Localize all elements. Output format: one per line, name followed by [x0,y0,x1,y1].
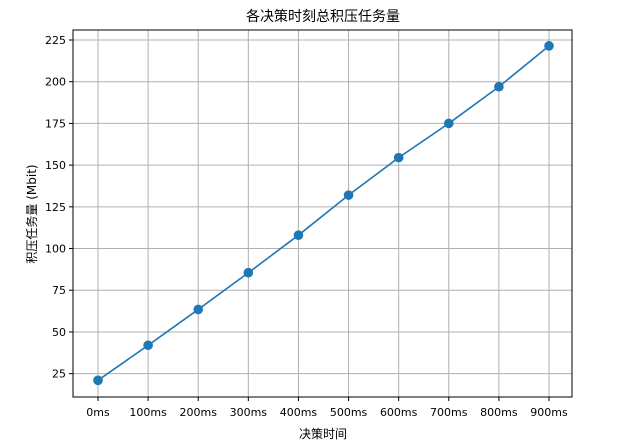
x-tick-label: 800ms [480,406,518,419]
y-axis-ticks: 25 50 75 100 125 150 175 200 225 [45,34,73,381]
data-point-marker [544,41,554,51]
x-tick-label: 400ms [280,406,318,419]
grid-layer [73,30,572,397]
data-point-marker [393,152,404,163]
series-line [97,45,550,381]
y-tick-label: 200 [45,76,66,89]
chart-title: 各决策时刻总积压任务量 [246,8,400,25]
y-tick-label: 50 [52,326,66,339]
x-tick-label: 0ms [86,406,110,419]
data-point-marker [443,118,454,129]
x-tick-label: 100ms [129,406,167,419]
y-tick-label: 75 [52,284,66,297]
y-tick-label: 100 [45,243,66,256]
data-point-marker [343,190,354,200]
x-tick-label: 500ms [330,406,368,419]
data-point-marker [193,304,204,315]
data-point-marker [293,230,304,240]
x-axis-ticks: 0ms 100ms 200ms 300ms 400ms 500ms 600ms 700ms 80… [86,397,568,419]
data-point-marker [494,81,504,92]
data-point-marker [143,340,153,351]
y-axis-label: 积压任务量 (Mbit) [24,164,39,263]
x-tick-label: 200ms [179,406,217,419]
y-tick-label: 150 [45,159,66,172]
x-tick-label: 700ms [430,406,468,419]
y-tick-label: 225 [45,34,66,47]
x-tick-label: 600ms [380,406,418,419]
x-tick-label: 900ms [530,406,568,419]
plot-area-frame [72,29,573,398]
series-layer [93,41,554,386]
x-tick-label: 300ms [230,406,268,419]
x-axis-label: 决策时间 [299,427,347,441]
y-tick-label: 125 [45,201,66,214]
data-point-marker [243,267,254,278]
y-tick-label: 25 [52,368,66,381]
y-tick-label: 175 [45,117,66,130]
data-point-marker [93,375,103,386]
